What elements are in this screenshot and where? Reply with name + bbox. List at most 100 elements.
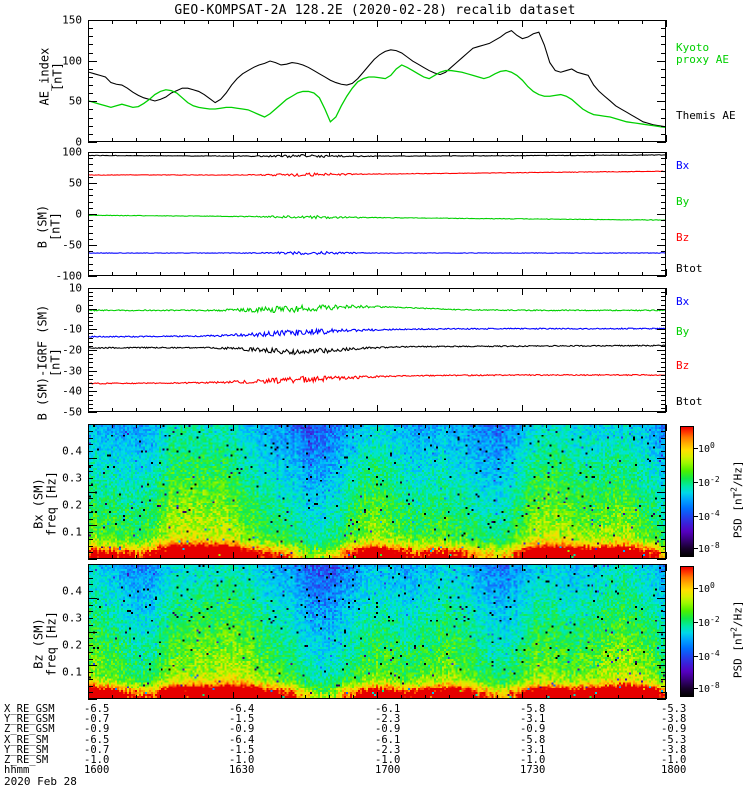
ephemeris-value: -3.8	[661, 713, 687, 726]
axis-tick	[666, 424, 667, 431]
axis-tick	[88, 276, 97, 277]
axis-tick	[657, 559, 666, 560]
ephemeris-value: -1.0	[375, 753, 401, 766]
ephemeris-row-label: Z_RE_GSM	[4, 723, 55, 736]
ylabel-line1: Bx (SM)	[31, 478, 46, 529]
ylabel-line2: [nT]	[50, 62, 64, 92]
ephemeris-value: -5.8	[520, 733, 546, 746]
panel-b-sm-yticks: 100 50 0 -50 -100	[40, 147, 83, 282]
ae-index-traces	[89, 30, 665, 129]
panel-b-sm-ylabel: B (SM) [nT]	[35, 172, 62, 282]
ytick: 0.1	[62, 665, 82, 679]
axis-tick	[666, 405, 667, 412]
ephemeris-value: -1.0	[229, 753, 255, 766]
ephemeris-value: -5.3	[661, 703, 687, 715]
ylabel-line1: Bz (SM)	[31, 618, 46, 669]
panel-b-igrf-ylabel: B (SM)-IGRF (SM) [nT]	[35, 278, 62, 448]
ytick: -50	[62, 238, 82, 252]
axis-tick	[88, 142, 97, 143]
ephemeris-value: -3.8	[661, 743, 687, 756]
ephemeris-value: -0.9	[229, 723, 255, 736]
panel-b-sm	[88, 152, 666, 276]
ephemeris-value: 1730	[520, 764, 546, 777]
panel-bz-spec-ylabel: Bz (SM) freq [Hz]	[31, 579, 58, 709]
ytick: -50	[62, 405, 82, 419]
ephemeris-value: -1.0	[661, 753, 687, 766]
ephemeris-value: 1800	[661, 764, 687, 777]
ephemeris-value: 1700	[375, 764, 401, 777]
ephemeris-row-label: hhmm	[4, 764, 30, 777]
ephemeris-row-label: Y_RE_SM	[4, 743, 49, 756]
ephemeris-value: -1.0	[520, 753, 546, 766]
ephemeris-value: -5.8	[520, 703, 546, 715]
ephemeris-value: -1.0	[84, 753, 110, 766]
cbtick: 10-4	[698, 508, 720, 524]
colorbar-bz-label: PSD [nT2/Hz]	[729, 600, 745, 679]
ytick: 100	[62, 145, 82, 159]
cbtick: 10-2	[698, 614, 720, 630]
legend-btot: Btot	[676, 262, 703, 275]
legend-by: By	[676, 195, 690, 208]
ephemeris-value: -6.4	[229, 703, 255, 715]
ephemeris-row-label: X_RE_GSM	[4, 703, 55, 715]
ytick: 0.4	[62, 444, 82, 458]
axis-tick	[666, 135, 667, 142]
legend-themis-ae: Themis AE	[676, 109, 736, 122]
cbtick: 100	[698, 580, 715, 596]
ytick: 0.4	[62, 584, 82, 598]
cbtick: 10-2	[698, 474, 720, 490]
ytick: 0	[75, 302, 82, 316]
panel-b-sm-minus-igrf	[88, 288, 666, 412]
legend-kyoto-proxy-ae: Kyoto proxy AE	[676, 41, 729, 67]
legend-bx: Bx	[676, 295, 690, 308]
ytick: 0.3	[62, 471, 82, 485]
ephemeris-row-label: Z_RE_SM	[4, 753, 49, 766]
axis-tick	[666, 20, 667, 27]
cbtick: 10-8	[698, 540, 720, 556]
colorbar-bx	[680, 426, 694, 557]
ephemeris-value: -2.3	[375, 743, 401, 756]
panel-bz-spectrogram	[88, 564, 666, 699]
axis-tick	[88, 412, 97, 413]
panel-bx-spec-ylabel: Bx (SM) freq [Hz]	[31, 439, 58, 569]
ephemeris-value: -0.7	[84, 713, 110, 726]
legend-btot: Btot	[676, 395, 703, 408]
b-sm-traces	[89, 154, 665, 256]
axis-tick	[666, 564, 667, 571]
ephemeris-value: -6.1	[375, 733, 401, 746]
ephemeris-row-label: Y_RE_GSM	[4, 713, 55, 726]
axis-tick	[666, 269, 667, 276]
axis-tick	[666, 288, 667, 295]
ytick: -20	[62, 343, 82, 357]
ephemeris-value: -0.9	[661, 723, 687, 736]
colorbar-bx-ticks: 100 10-2 10-4 10-8	[698, 426, 744, 557]
ephemeris-value: 1630	[229, 764, 255, 777]
panel-b-igrf-yticks: 10 0 -10 -20 -30 -40 -50	[40, 283, 82, 418]
ytick: 0.3	[62, 611, 82, 625]
ephemeris-value: -1.5	[229, 743, 255, 756]
ephemeris-value: -0.9	[375, 723, 401, 736]
ephemeris-value: -0.9	[520, 723, 546, 736]
ylabel-line2: freq [Hz]	[44, 611, 58, 677]
ytick: -100	[55, 269, 83, 283]
legend-by: By	[676, 325, 690, 338]
ylabel-line1: B (SM)	[35, 204, 50, 249]
ytick: -40	[62, 384, 82, 398]
cbtick: 100	[698, 440, 715, 456]
cbtick: 10-8	[698, 680, 720, 696]
ylabel-line2: freq [Hz]	[44, 471, 58, 537]
ytick: -10	[62, 322, 82, 336]
panel-ae-index-yticks: 150 100 50 0	[40, 15, 82, 148]
ephemeris-value: -0.7	[84, 743, 110, 756]
ytick: -30	[62, 364, 82, 378]
colorbar-bz	[680, 566, 694, 697]
bz-spectrogram-image	[89, 565, 665, 698]
axis-tick	[666, 152, 667, 159]
ephemeris-row-label: X_RE_SM	[4, 733, 49, 746]
ephemeris-value: -2.3	[375, 713, 401, 726]
ylabel-line1: AE_index	[37, 47, 52, 106]
colorbar-bz-ticks: 100 10-2 10-4 10-8	[698, 566, 744, 697]
panel-bz-spec-yticks: 0.4 0.3 0.2 0.1	[40, 564, 82, 699]
ylabel-line1: B (SM)-IGRF (SM)	[35, 304, 50, 421]
